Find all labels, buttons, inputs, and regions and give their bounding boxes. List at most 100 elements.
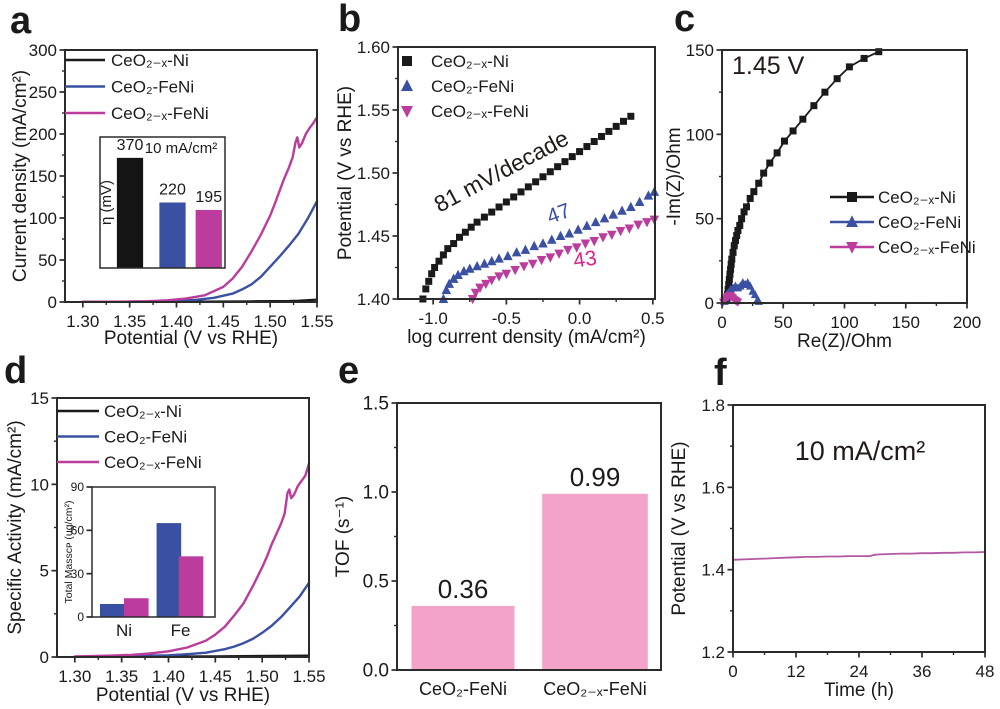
y-tick-label: 60: [71, 524, 85, 538]
triangle-up-marker: [590, 216, 601, 227]
y-tick-label: 1.0: [363, 483, 389, 504]
triangle-down-marker: [571, 243, 582, 253]
x-tick-label: 1.30: [58, 667, 91, 686]
square-marker: [733, 232, 741, 240]
square-marker: [743, 203, 750, 211]
square-marker: [444, 245, 452, 253]
y-axis-title: Specific Activity (mA/cm²): [5, 420, 26, 634]
x-tick-label: 200: [953, 313, 981, 332]
triangle-up-marker: [564, 228, 575, 238]
square-marker: [425, 277, 433, 285]
bar: [116, 157, 144, 268]
triangle-up-marker: [573, 224, 583, 234]
triangle-up-marker: [464, 263, 475, 273]
square-marker: [431, 264, 439, 271]
y-tick-label: 0.0: [363, 661, 389, 682]
y-tick-label: 1.40: [357, 290, 390, 309]
x-tick-label: 24: [850, 662, 869, 681]
triangle-down-marker: [475, 283, 485, 293]
bar-value-label: 195: [195, 189, 222, 206]
bar: [178, 556, 204, 617]
panel-e-letter: e: [338, 350, 360, 392]
legend-label: CeO₂₋ₓ-Ni: [104, 402, 182, 421]
square-marker: [731, 237, 739, 245]
square-marker: [730, 242, 738, 250]
y-tick-label: 1.60: [357, 38, 390, 57]
bar-value-label: 0.36: [438, 574, 489, 604]
x-tick-label: 1.40: [160, 312, 193, 331]
x-tick-label: 0: [717, 313, 726, 332]
triangle-up-marker: [582, 220, 592, 230]
y-axis-title: Total Massᴄᴘ (ug/cm²): [63, 501, 75, 604]
square-marker: [568, 153, 576, 161]
x-axis-title: log current density (mA/cm²): [407, 327, 646, 348]
triangle-up-marker: [503, 250, 513, 261]
triangle-up-marker: [546, 234, 557, 244]
square-marker: [789, 127, 797, 135]
panel-f-letter: f: [714, 352, 727, 394]
square-marker: [583, 143, 591, 151]
y-tick-label: 0: [705, 294, 714, 313]
triangle-up-marker: [626, 201, 636, 212]
square-marker: [612, 122, 620, 130]
y-tick-label: 30: [71, 567, 85, 581]
x-tick-label: 1.50: [246, 667, 279, 686]
series-line: [732, 551, 986, 561]
square-marker: [740, 208, 748, 216]
square-marker: [439, 251, 447, 259]
y-tick-label: 1.5: [363, 394, 389, 415]
y-tick-label: 0: [40, 648, 49, 667]
panel-f-stability-chart: 0 12 24 36 48 1.2 1.4 1.6 1.8 Time (h) Potential (…: [669, 396, 994, 701]
x-axis-title: Potential (V vs RHE): [96, 685, 270, 706]
square-marker: [860, 54, 868, 62]
triangle-down-marker: [527, 259, 538, 269]
y-tick-label: 100: [29, 209, 57, 228]
y-tick-label: 5: [40, 562, 49, 581]
triangle-down-marker: [494, 272, 504, 282]
triangle-down-marker: [481, 279, 491, 290]
x-tick-label: 1.45: [199, 667, 232, 686]
triangle-up-marker: [459, 266, 469, 276]
triangle-down-marker: [624, 224, 635, 234]
triangle-up-marker: [846, 215, 858, 227]
square-marker: [725, 275, 733, 283]
triangle-up-marker: [494, 253, 504, 263]
square-marker: [539, 173, 547, 181]
triangle-down-marker: [510, 266, 520, 276]
y-axis-title: Current density (mA/cm²): [10, 70, 31, 282]
legend-label: CeO₂₋ₓ-Ni: [431, 52, 509, 71]
square-marker: [773, 149, 781, 157]
series-line: [73, 462, 311, 658]
x-axis-title: Re(Z)/Ohm: [797, 331, 892, 352]
panel-b-tafel-chart: -1.0 -0.5 0.0 0.5 1.40 1.45 1.50 1.55 1.60 log cu…: [335, 38, 665, 348]
triangle-up-marker: [448, 273, 459, 283]
square-marker: [510, 193, 518, 201]
triangle-up-marker: [555, 230, 566, 240]
square-marker: [473, 218, 481, 226]
y-tick-label: 250: [29, 83, 57, 102]
bar: [99, 604, 125, 617]
triangle-up-marker: [479, 258, 490, 268]
series-line: [81, 115, 319, 303]
x-tick-label: 1.40: [152, 667, 185, 686]
legend-label: CeO₂-FeNi: [431, 77, 514, 96]
legend-label: CeO₂-FeNi: [878, 213, 961, 232]
square-marker: [598, 132, 606, 140]
square-marker: [727, 265, 735, 273]
y-tick-label: 15: [30, 389, 49, 408]
triangle-up-marker: [643, 190, 654, 200]
square-marker: [755, 179, 763, 187]
triangle-up-marker: [486, 255, 497, 266]
square-marker: [726, 270, 734, 278]
square-marker: [729, 248, 737, 256]
square-marker: [750, 188, 758, 196]
x-tick-label: 1.35: [105, 667, 138, 686]
y-tick-label: 1.45: [357, 227, 390, 246]
series-line: [73, 581, 311, 658]
triangle-down-marker: [589, 237, 600, 247]
y-tick-label: 1.6: [701, 478, 725, 497]
y-tick-label: 0: [77, 610, 84, 624]
x-tick-label: 1.35: [113, 312, 146, 331]
annotation: 1.45 V: [732, 52, 805, 80]
